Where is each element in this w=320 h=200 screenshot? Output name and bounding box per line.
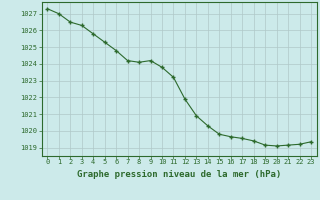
X-axis label: Graphe pression niveau de la mer (hPa): Graphe pression niveau de la mer (hPa) (77, 170, 281, 179)
